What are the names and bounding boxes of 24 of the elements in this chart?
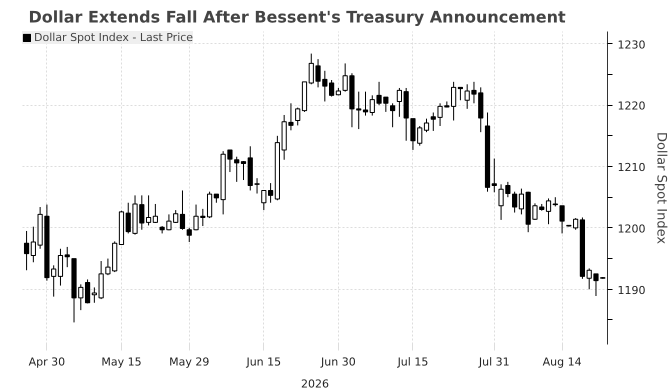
candlestick: [559, 205, 565, 234]
x-tick-label: Apr 30: [28, 356, 66, 368]
x-tick-label: Aug 14: [542, 356, 582, 368]
y-tick-label: 1220: [618, 100, 646, 113]
legend-label: Dollar Spot Index - Last Price: [34, 31, 194, 44]
candlestick: [505, 181, 510, 198]
y-tick-label: 1200: [618, 222, 646, 236]
x-tick-label: May 29: [169, 356, 210, 368]
chart-title: Dollar Extends Fall After Bessent's Treasury Announcement: [28, 8, 566, 26]
x-tick-label: Jul 15: [396, 356, 428, 368]
x-tick-label: Jun 15: [245, 356, 282, 368]
candlestick: [152, 203, 158, 224]
text: 2026: [301, 378, 330, 390]
y-axis-title: Dollar Spot Index: [653, 132, 668, 244]
y-tick-label: 1210: [618, 161, 646, 174]
candlestick: [390, 102, 396, 128]
y-tick-label: 1230: [618, 38, 646, 52]
x-tick-label: May 15: [101, 356, 142, 368]
x-tick-label: Jul 31: [478, 356, 510, 368]
candlestick: [512, 191, 518, 214]
candlestick: [458, 86, 464, 101]
y-tick-label: 1190: [618, 284, 646, 297]
x-tick-label: Jun 30: [320, 356, 356, 368]
candlestick: [498, 184, 504, 220]
